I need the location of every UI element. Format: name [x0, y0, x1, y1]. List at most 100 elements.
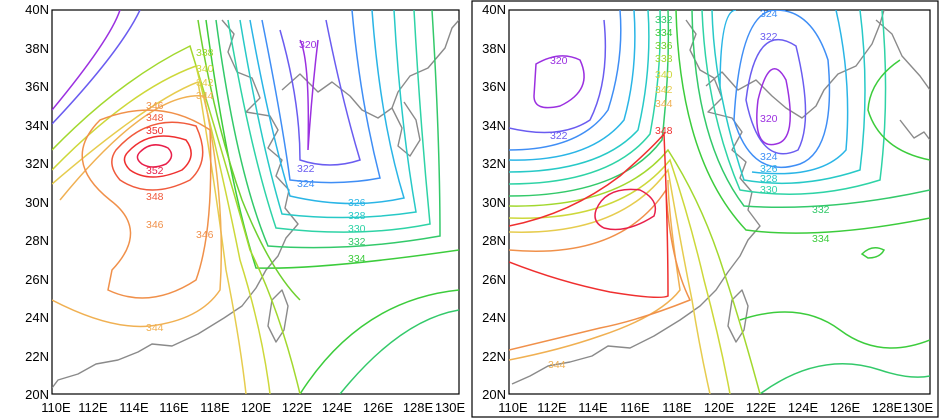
- right-ytick: 26N: [482, 272, 506, 287]
- right-ytick: 28N: [482, 233, 506, 248]
- right-coastline: [511, 19, 761, 385]
- right-contour-342: [509, 168, 711, 394]
- left-xtick: 120E: [241, 400, 272, 415]
- left-contour-320: [299, 39, 319, 151]
- left-xtick: 116E: [159, 400, 189, 415]
- right-label-324-top: 324: [760, 8, 778, 20]
- right-label-322-top: 322: [760, 31, 778, 43]
- right-xtick: 122E: [746, 400, 777, 415]
- right-label-342: 342: [655, 84, 673, 96]
- right-xtick: 120E: [704, 400, 735, 415]
- left-korea: [391, 101, 421, 157]
- left-xtick: 130E: [435, 400, 466, 415]
- right-label-320-nw: 320: [550, 55, 568, 67]
- left-ytick: 30N: [25, 195, 49, 210]
- right-xtick: 114E: [578, 400, 608, 415]
- right-ytick: 40N: [482, 2, 506, 17]
- left-xtick: 126E: [363, 400, 394, 415]
- left-label-324: 324: [297, 178, 315, 190]
- right-panel-border: [471, 0, 939, 418]
- right-ytick: 38N: [482, 41, 506, 56]
- left-contour-blue-nw: [52, 10, 141, 125]
- right-contour-334-right: [867, 59, 930, 161]
- left-contour-labels: 320 322 324 326 328 330 332 334 338 340 …: [146, 39, 366, 334]
- right-label-332-top: 332: [655, 14, 673, 26]
- left-ytick: 28N: [25, 233, 49, 248]
- right-contour-322: [745, 38, 807, 155]
- right-contour-344: [509, 179, 681, 361]
- left-y-axis: 40N 38N 36N 34N 32N 30N 28N 26N 24N 22N …: [25, 2, 49, 402]
- left-map-frame: [51, 9, 460, 395]
- left-label-352: 352: [146, 165, 164, 177]
- right-xtick: 128E: [872, 400, 903, 415]
- left-contour-328: [239, 10, 417, 219]
- left-xtick: 110E: [41, 400, 71, 415]
- left-label-338: 338: [196, 47, 214, 59]
- right-contour-346: [509, 187, 692, 351]
- right-contour-350: [594, 188, 657, 231]
- right-ytick: 20N: [482, 387, 506, 402]
- left-xtick: 114E: [119, 400, 149, 415]
- right-label-334-top: 334: [655, 27, 673, 39]
- right-ytick: 22N: [482, 349, 506, 364]
- right-ytick: 30N: [482, 195, 506, 210]
- left-label-332: 332: [348, 236, 366, 248]
- left-label-320: 320: [299, 39, 317, 51]
- left-ytick: 40N: [25, 2, 49, 17]
- right-label-332: 332: [812, 204, 830, 216]
- right-xtick: 130E: [903, 400, 934, 415]
- left-label-328: 328: [348, 210, 366, 222]
- right-map-frame: [508, 9, 931, 395]
- left-label-348: 348: [146, 112, 164, 124]
- left-label-350: 350: [146, 125, 164, 137]
- right-contour-336: [509, 10, 670, 197]
- left-label-346-lower: 346: [146, 219, 164, 231]
- left-contour-342: [52, 80, 247, 394]
- right-contour-338: [509, 148, 761, 394]
- left-contour-332: [215, 10, 441, 249]
- right-xtick: 112E: [537, 400, 567, 415]
- right-contour-labels: 324 322 320 324 326 328 330 332 334 320 …: [548, 8, 830, 371]
- left-ytick: 32N: [25, 156, 49, 171]
- left-label-348-lower: 348: [146, 191, 164, 203]
- left-ytick: 36N: [25, 79, 49, 94]
- left-contour-338: [52, 44, 301, 394]
- right-label-330: 330: [760, 184, 778, 196]
- right-contour-320: [756, 68, 791, 146]
- right-label-340: 340: [655, 69, 673, 81]
- right-contour-320-nw: [533, 55, 585, 109]
- right-ytick: 34N: [482, 118, 506, 133]
- right-japan: [875, 19, 930, 91]
- right-contour-326-nw: [509, 10, 636, 161]
- right-contour-334: [675, 10, 930, 234]
- left-contour-322: [279, 19, 361, 166]
- left-label-326: 326: [348, 197, 366, 209]
- left-label-340: 340: [196, 63, 214, 75]
- right-contour-bay: [860, 247, 886, 259]
- right-xtick: 124E: [788, 400, 819, 415]
- left-xtick: 128E: [403, 400, 434, 415]
- right-y-axis: 40N 38N 36N 34N 32N 30N 28N 26N 24N 22N …: [482, 2, 506, 402]
- left-contour-348: [111, 121, 204, 191]
- left-ytick: 20N: [25, 387, 49, 402]
- right-label-324: 324: [760, 151, 778, 163]
- right-taiwan: [727, 289, 749, 343]
- right-label-344-lower: 344: [548, 359, 566, 371]
- left-ytick: 26N: [25, 272, 49, 287]
- left-coastline-north: [281, 19, 459, 119]
- left-contour-334: [205, 19, 459, 269]
- left-contour-334b: [299, 289, 459, 394]
- left-taiwan: [267, 289, 289, 343]
- left-ytick: 22N: [25, 349, 49, 364]
- left-contour-336: [197, 19, 301, 301]
- left-contour-324: [261, 10, 381, 184]
- left-contour-340: [52, 65, 271, 394]
- left-label-342: 342: [196, 77, 214, 89]
- right-contour-328-nw: [509, 10, 650, 173]
- left-xtick: 112E: [78, 400, 108, 415]
- left-label-344-lower: 344: [146, 322, 164, 334]
- left-map-panel: 320 322 324 326 328 330 332 334 338 340 …: [25, 2, 465, 415]
- right-contour-322-nw: [509, 19, 607, 134]
- right-label-326: 326: [760, 163, 778, 175]
- right-xtick: 126E: [830, 400, 861, 415]
